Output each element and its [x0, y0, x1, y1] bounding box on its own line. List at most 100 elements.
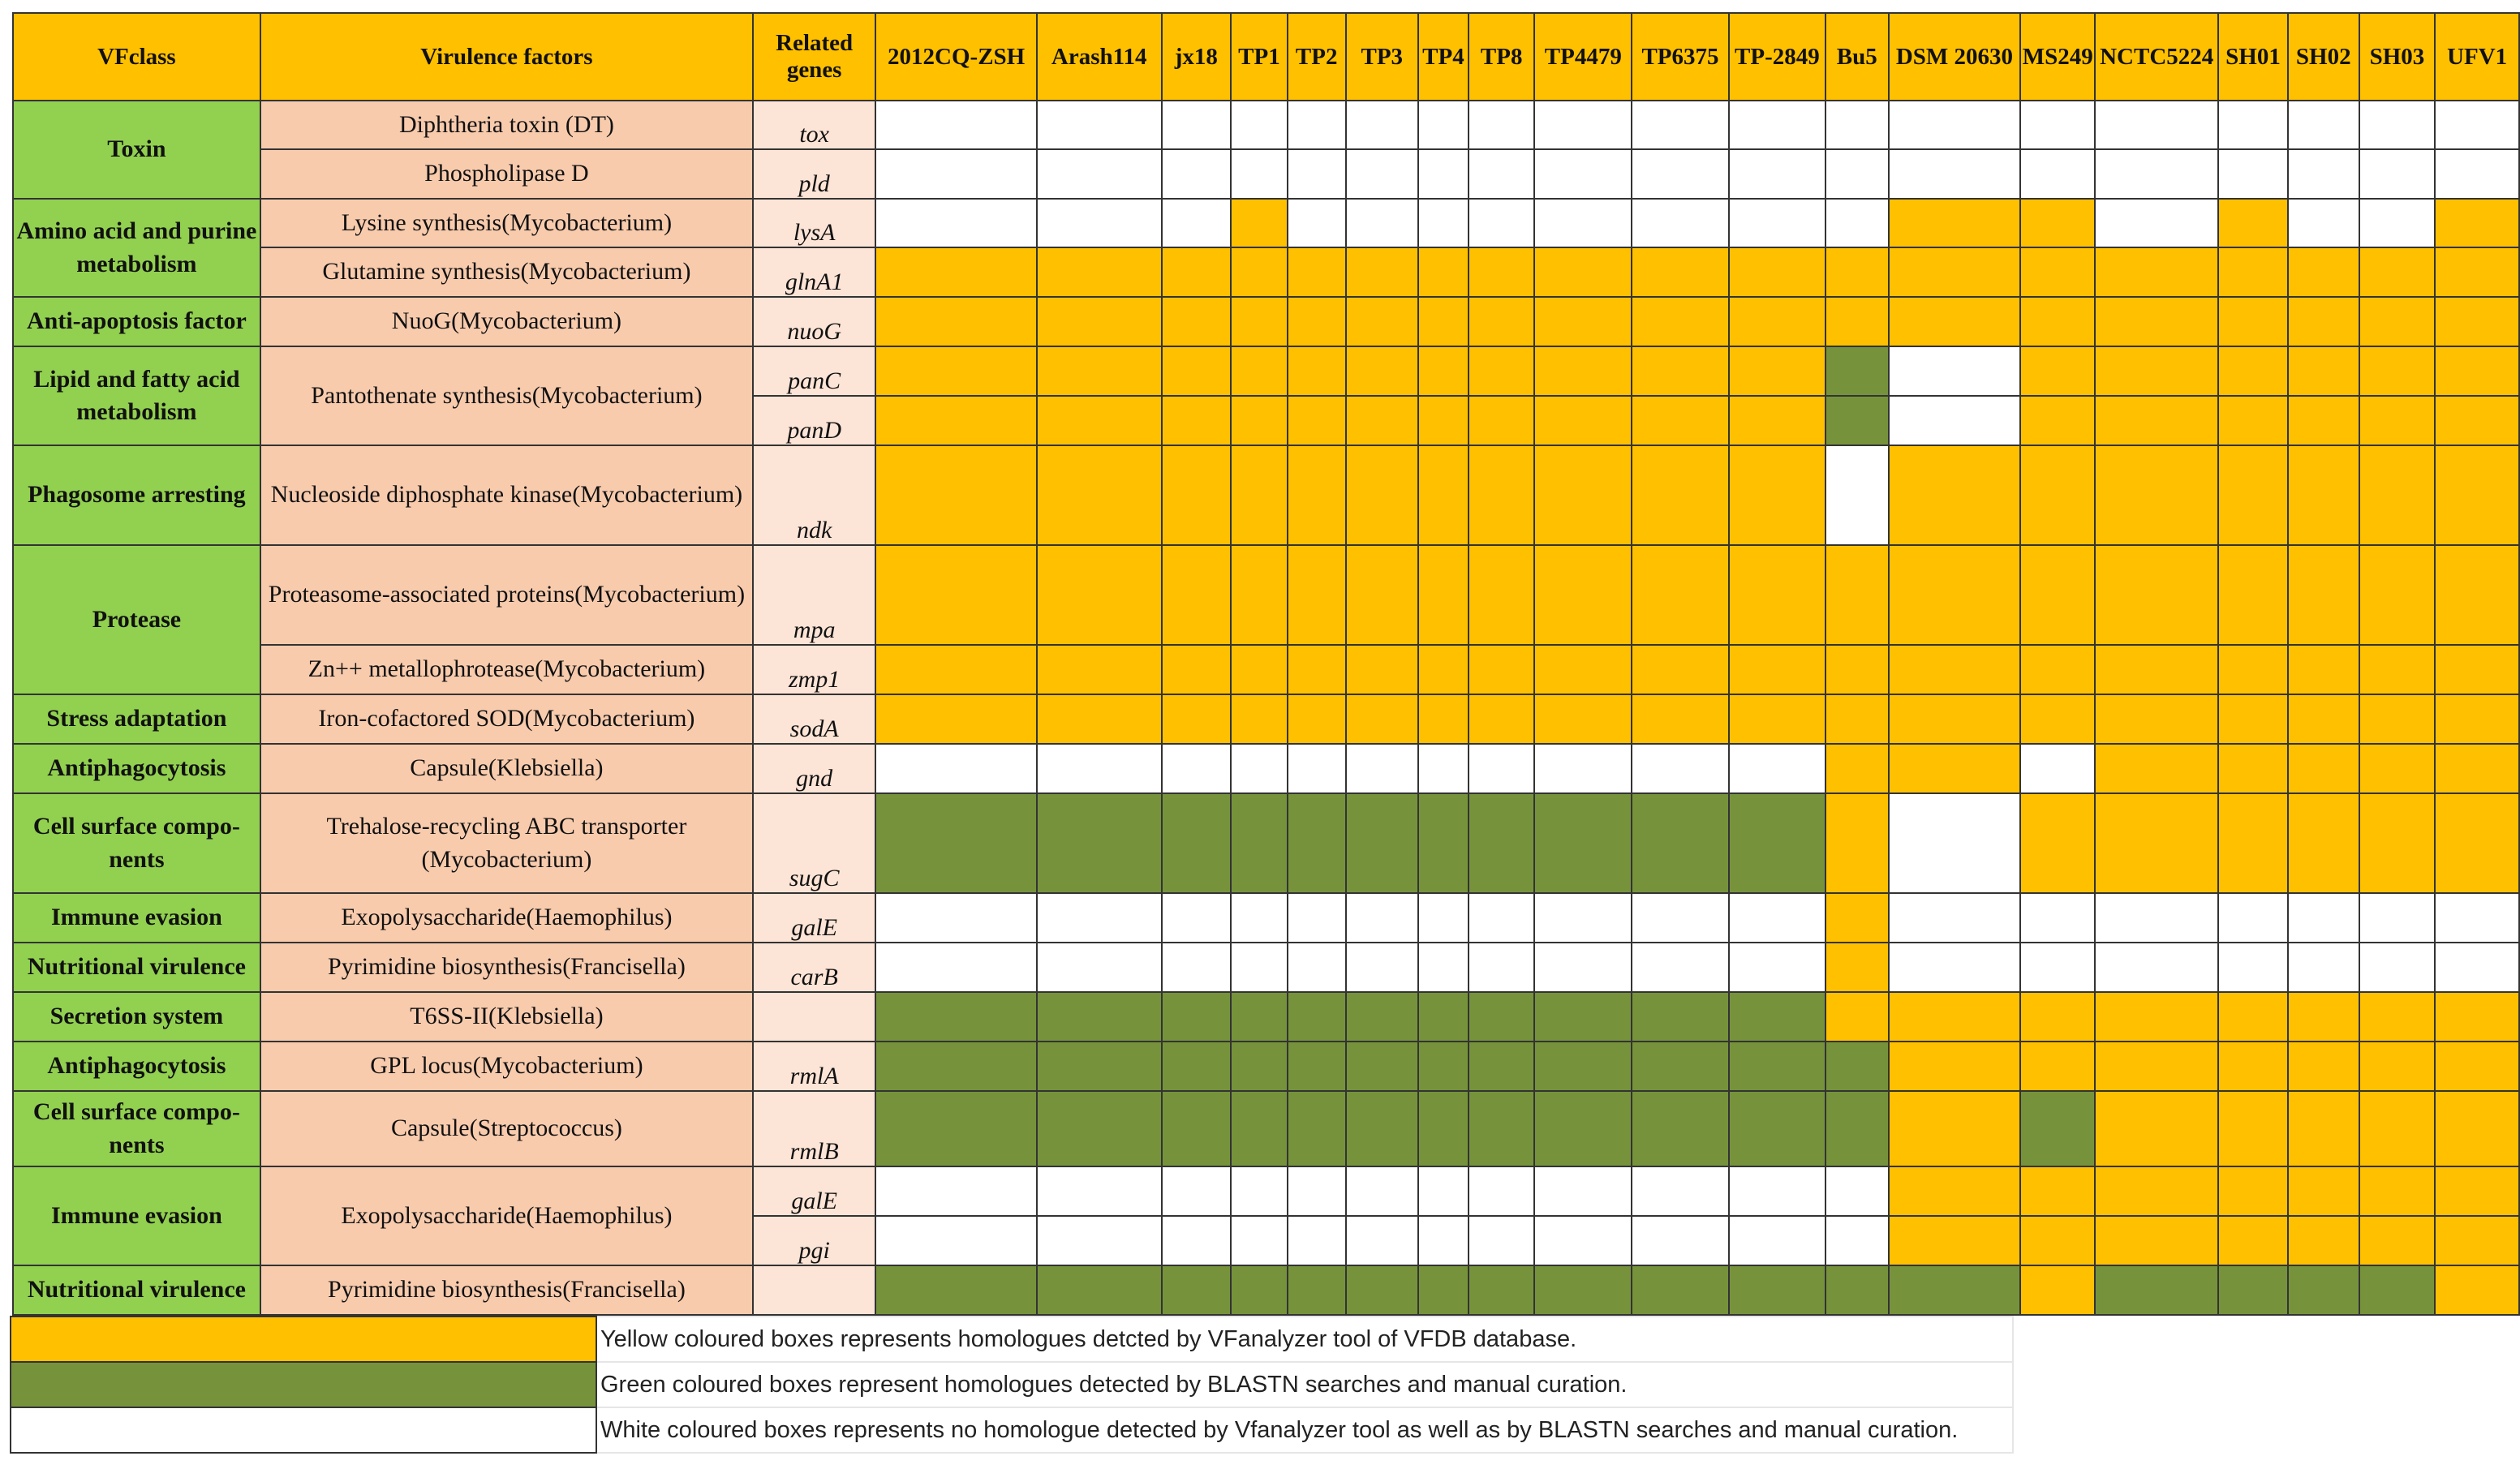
presence-cell — [875, 346, 1038, 397]
presence-cell — [2019, 942, 2096, 993]
presence-cell — [875, 1215, 1038, 1266]
presence-cell — [1417, 892, 1469, 943]
presence-cell — [1160, 198, 1232, 248]
presence-cell — [1533, 247, 1633, 298]
presence-cell — [1533, 743, 1633, 794]
presence-cell — [2358, 694, 2436, 745]
presence-cell — [1887, 198, 2022, 248]
presence-cell — [1533, 1041, 1633, 1092]
presence-cell — [1631, 247, 1730, 298]
table-row: Antiphagocytosis Capsule(Klebsiella) gnd — [12, 743, 2520, 794]
vfclass-cell: Antiphagocytosis — [12, 743, 261, 794]
header-strain: 2012CQ-ZSH — [875, 12, 1038, 101]
virulence-factor-cell: Nucleoside diphosphate kinase(Mycobacter… — [259, 445, 755, 546]
vfclass-cell: Nutritional virulence — [12, 1265, 261, 1316]
presence-cell — [1036, 1265, 1163, 1316]
presence-cell — [1036, 792, 1163, 894]
presence-cell — [2217, 544, 2289, 646]
gene-cell: carB — [752, 942, 877, 993]
presence-cell — [1533, 991, 1633, 1042]
presence-cell — [2019, 892, 2096, 943]
presence-cell — [1230, 892, 1288, 943]
presence-cell — [1631, 445, 1730, 546]
presence-cell — [2019, 346, 2096, 397]
presence-cell — [2217, 296, 2289, 347]
presence-cell — [2358, 544, 2436, 646]
table-row: Toxin Diphtheria toxin (DT) tox — [12, 100, 2520, 200]
presence-cell — [1417, 1166, 1469, 1217]
presence-cell — [2434, 100, 2520, 150]
presence-cell — [2019, 694, 2096, 745]
presence-cell — [1230, 942, 1288, 993]
table-row: Antiphagocytosis GPL locus(Mycobacterium)… — [12, 1041, 2520, 1092]
presence-cell — [2434, 991, 2520, 1042]
header-vfclass: VFclass — [12, 12, 261, 101]
presence-cell — [1631, 644, 1730, 695]
presence-cell — [1344, 148, 1420, 200]
presence-cell — [875, 100, 1038, 150]
presence-cell — [1230, 247, 1288, 298]
presence-cell — [1344, 247, 1420, 298]
presence-cell — [1887, 148, 2022, 200]
presence-cell — [1160, 1041, 1232, 1092]
presence-cell — [1887, 346, 2022, 397]
presence-cell — [2019, 1041, 2096, 1092]
presence-cell — [1467, 892, 1536, 943]
presence-cell — [875, 743, 1038, 794]
presence-cell — [1727, 991, 1826, 1042]
presence-cell — [1467, 445, 1536, 546]
presence-cell — [1286, 942, 1347, 993]
presence-cell — [1467, 544, 1536, 646]
presence-cell — [2094, 942, 2220, 993]
presence-cell — [1036, 247, 1163, 298]
presence-cell — [1230, 743, 1288, 794]
presence-cell — [1344, 743, 1420, 794]
presence-cell — [1727, 296, 1826, 347]
presence-cell — [1824, 1215, 1890, 1266]
presence-cell — [875, 694, 1038, 745]
presence-cell — [2019, 1090, 2096, 1167]
presence-cell — [2019, 644, 2096, 695]
header-strain: TP4479 — [1533, 12, 1633, 101]
presence-cell — [2094, 743, 2220, 794]
presence-cell — [2286, 1166, 2360, 1217]
presence-cell — [1417, 1090, 1469, 1167]
vfclass-cell: Nutritional virulence — [12, 942, 261, 993]
presence-cell — [1727, 1215, 1826, 1266]
presence-cell — [1417, 942, 1469, 993]
presence-cell — [2358, 644, 2436, 695]
presence-cell — [1286, 1041, 1347, 1092]
presence-cell — [2217, 1041, 2289, 1092]
presence-cell — [1160, 1166, 1232, 1217]
presence-cell — [1286, 100, 1347, 150]
virulence-factor-cell: T6SS-II(Klebsiella) — [259, 991, 755, 1042]
header-strain: jx18 — [1160, 12, 1232, 101]
presence-cell — [875, 198, 1038, 248]
virulence-factor-table: VFclass Virulence factors Related genes … — [12, 12, 2520, 1316]
presence-cell — [2358, 892, 2436, 943]
presence-cell — [2434, 1166, 2520, 1217]
presence-cell — [2286, 942, 2360, 993]
presence-cell — [1417, 296, 1469, 347]
vfclass-cell: Cell surface compo- nents — [12, 792, 261, 894]
vfclass-cell: Stress adaptation — [12, 694, 261, 745]
presence-cell — [2217, 346, 2289, 397]
presence-cell — [2019, 100, 2096, 150]
presence-cell — [1036, 296, 1163, 347]
presence-cell — [2286, 892, 2360, 943]
presence-cell — [1533, 1090, 1633, 1167]
vfclass-cell: Cell surface compo- nents — [12, 1090, 261, 1167]
virulence-factor-cell: Zn++ metallophrotease(Mycobacterium) — [259, 644, 755, 695]
presence-cell — [2358, 100, 2436, 150]
presence-cell — [1533, 395, 1633, 446]
presence-cell — [1727, 892, 1826, 943]
presence-cell — [1160, 395, 1232, 446]
presence-cell — [1631, 1215, 1730, 1266]
gene-cell: pld — [752, 148, 877, 200]
presence-cell — [1887, 942, 2022, 993]
presence-cell — [1286, 247, 1347, 298]
presence-cell — [1417, 743, 1469, 794]
presence-cell — [1631, 198, 1730, 248]
gene-cell: zmp1 — [752, 644, 877, 695]
presence-cell — [1344, 1041, 1420, 1092]
